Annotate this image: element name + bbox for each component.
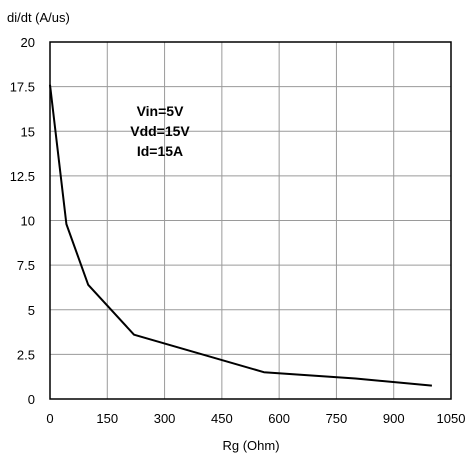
series-line-0 [49, 84, 432, 387]
y-tick-label: 20 [21, 35, 35, 50]
y-tick-label: 2.5 [17, 347, 35, 362]
x-tick-label: 300 [154, 411, 176, 426]
annotation-id: Id=15A [137, 143, 183, 159]
x-tick-label: 600 [268, 411, 290, 426]
y-tick-label: 5 [28, 303, 35, 318]
y-tick-label: 10 [21, 214, 35, 229]
y-tick-label: 12.5 [10, 169, 35, 184]
x-tick-label: 0 [46, 411, 53, 426]
y-tick-label: 15 [21, 124, 35, 139]
x-tick-label: 900 [383, 411, 405, 426]
x-tick-label: 150 [96, 411, 118, 426]
annotation-vdd: Vdd=15V [130, 123, 190, 139]
x-tick-labels: 0 150 300 450 600 750 900 1050 [46, 411, 465, 426]
x-tick-label: 1050 [437, 411, 466, 426]
grid [50, 42, 451, 399]
annotation-vin: Vin=5V [137, 103, 184, 119]
y-axis-label: di/dt (A/us) [7, 10, 70, 25]
y-tick-label: 0 [28, 392, 35, 407]
plot-frame [49, 41, 452, 400]
x-tick-label: 450 [211, 411, 233, 426]
x-axis-label: Rg (Ohm) [222, 438, 279, 453]
y-tick-label: 17.5 [10, 80, 35, 95]
y-tick-labels: 0 2.5 5 7.5 10 12.5 15 17.5 20 [10, 35, 35, 407]
x-tick-label: 750 [326, 411, 348, 426]
y-tick-label: 7.5 [17, 258, 35, 273]
series-layer [49, 84, 432, 387]
